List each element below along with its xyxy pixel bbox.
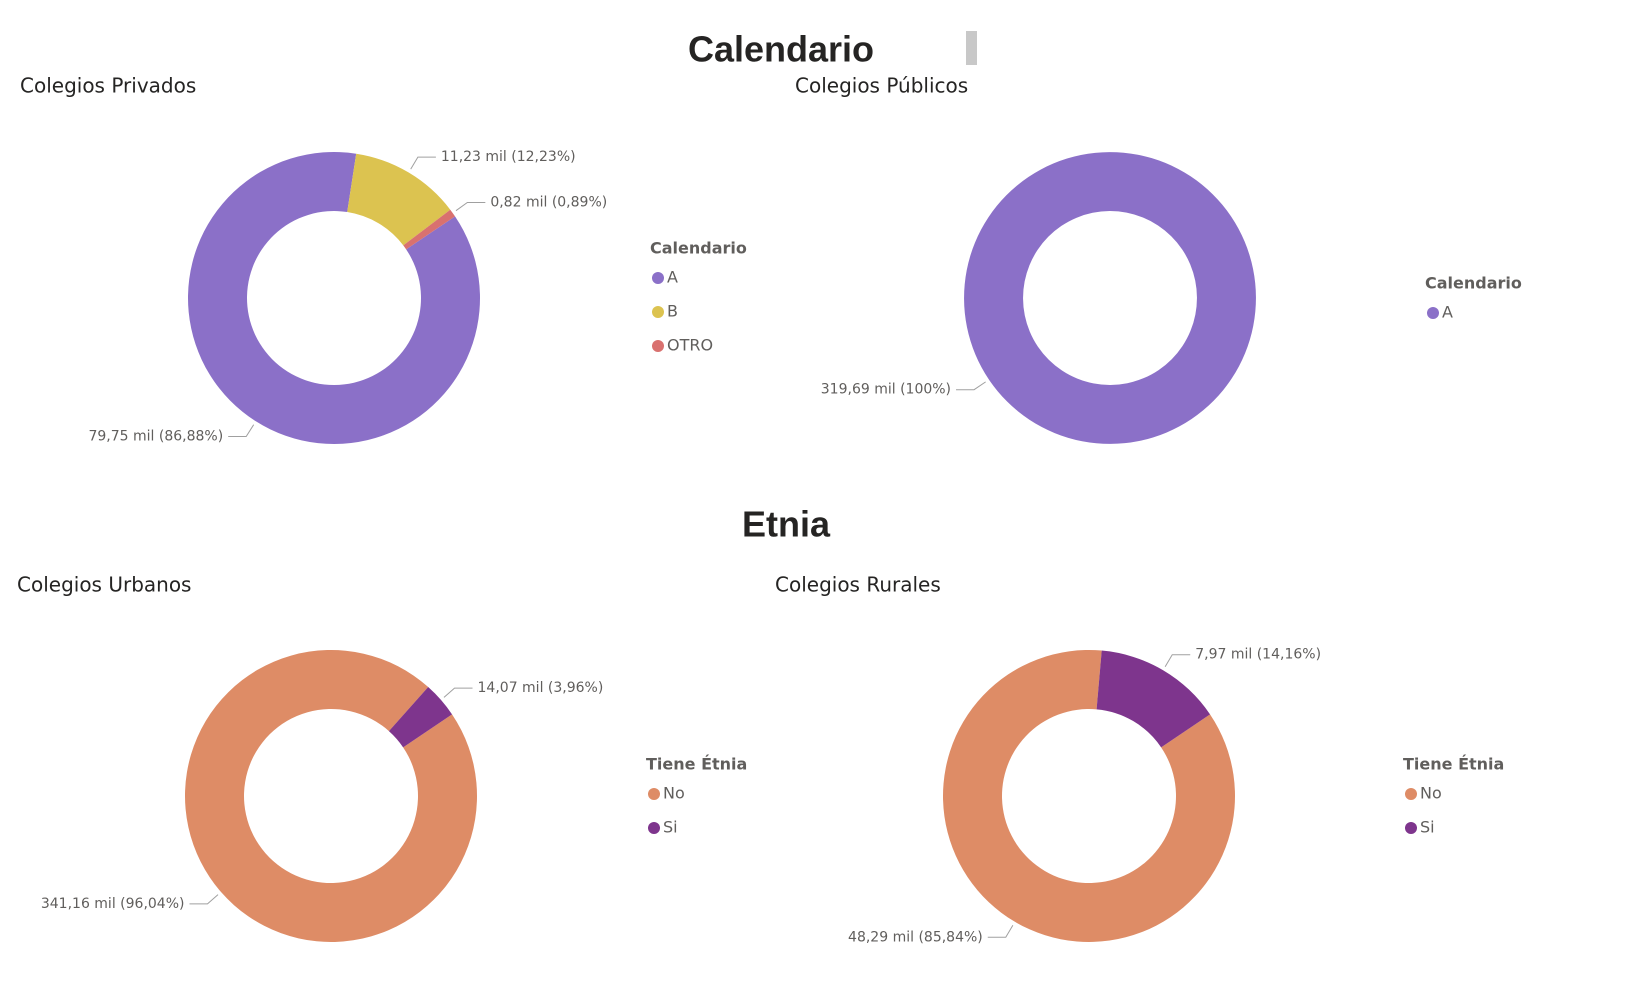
donut-slice (964, 152, 1256, 444)
decoration (966, 31, 977, 65)
legend-item: No (1420, 784, 1442, 803)
legend-item: Si (663, 818, 678, 837)
legend-marker (652, 306, 664, 318)
chart-title: Colegios Públicos (795, 74, 968, 98)
data-label: 48,29 mil (85,84%) (848, 929, 983, 945)
data-label: 14,07 mil (3,96%) (478, 680, 604, 696)
leader-line (228, 424, 255, 438)
donut-slice (403, 209, 456, 250)
chart-title: Colegios Urbanos (17, 573, 191, 597)
legend-marker (652, 340, 664, 352)
data-label: 7,97 mil (14,16%) (1195, 647, 1321, 663)
donut-slice (347, 153, 451, 246)
legend-marker (1405, 822, 1417, 834)
donut-slice (187, 151, 480, 444)
legend-title: Tiene Étnia (1403, 755, 1504, 774)
leader-line (410, 156, 436, 170)
data-label: 341,16 mil (96,04%) (41, 896, 185, 912)
legend-item: A (1442, 303, 1453, 322)
donut-slice (942, 649, 1235, 942)
leader-line (987, 924, 1014, 938)
legend-item: A (667, 268, 678, 287)
legend-marker (648, 788, 660, 800)
legend-marker (648, 822, 660, 834)
leader-line (189, 894, 219, 905)
legend-marker (1427, 307, 1439, 319)
legend-item: No (663, 784, 685, 803)
leader-line (443, 687, 473, 698)
legend-title: Calendario (1425, 274, 1522, 293)
donut-slice (185, 649, 478, 942)
chart-title: Colegios Privados (20, 74, 196, 98)
legend-marker (652, 272, 664, 284)
leader-line (956, 381, 986, 391)
legend-title: Calendario (650, 239, 747, 258)
legend-title: Tiene Étnia (646, 755, 747, 774)
legend-item: Si (1420, 818, 1435, 837)
leader-line (1164, 654, 1191, 668)
data-label: 79,75 mil (86,88%) (88, 429, 223, 445)
data-label: 319,69 mil (100%) (821, 382, 951, 398)
section-title: Etnia (742, 504, 831, 545)
legend-marker (1405, 788, 1417, 800)
section-title: Calendario (688, 29, 874, 70)
data-label: 0,82 mil (0,89%) (490, 195, 607, 211)
chart-title: Colegios Rurales (775, 573, 941, 597)
leader-line (455, 202, 486, 212)
legend-item: OTRO (667, 336, 713, 355)
legend-item: B (667, 302, 678, 321)
data-label: 11,23 mil (12,23%) (441, 149, 576, 165)
donut-slice (1096, 650, 1211, 748)
donut-slice (388, 687, 453, 748)
